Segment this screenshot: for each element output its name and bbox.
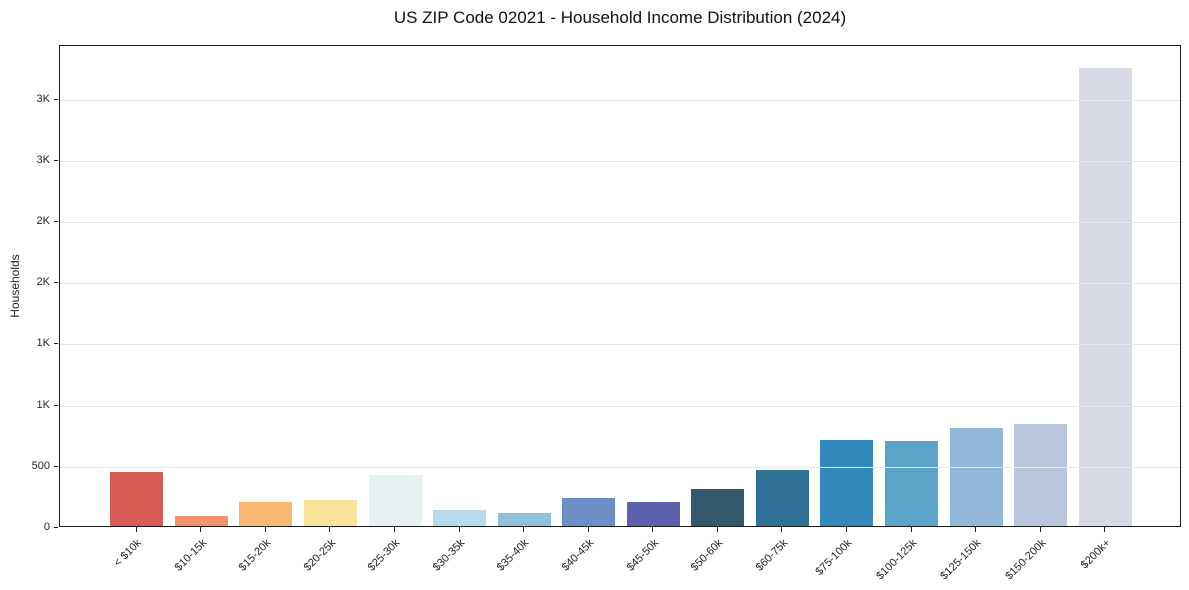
y-tick-label: 3K [36, 92, 50, 105]
bar [110, 472, 164, 526]
gridline [60, 283, 1180, 285]
x-tick-label: $30-35k [430, 537, 468, 574]
chart-title: US ZIP Code 02021 - Household Income Dis… [393, 8, 847, 27]
y-tick-mark [54, 98, 58, 100]
x-tick-label: $100-125k [873, 537, 920, 583]
bar [433, 509, 487, 526]
bar [562, 497, 616, 526]
y-tick-label: 3K [36, 153, 50, 166]
gridline [60, 160, 1180, 162]
x-tick-mark [845, 527, 847, 532]
y-tick-mark [54, 527, 58, 528]
y-tick-label: 1K [36, 337, 50, 350]
x-tick-mark [264, 527, 266, 532]
plot-area [59, 45, 1181, 527]
x-tick-label: $10-15k [172, 537, 209, 574]
x-tick-mark [1039, 527, 1041, 532]
x-tick-mark [523, 527, 525, 532]
gridline [60, 466, 1180, 468]
x-tick-label: < $10k [112, 537, 145, 570]
bar [1078, 68, 1132, 526]
bar [174, 515, 228, 526]
bar [885, 440, 939, 526]
x-tick-label: $75-100k [813, 537, 855, 578]
bar [820, 440, 874, 526]
y-tick-label: 2K [36, 215, 50, 228]
x-tick-label: $60-75k [753, 537, 790, 574]
gridline [60, 344, 1180, 346]
y-tick-mark [54, 221, 58, 223]
x-tick-label: $20-25k [301, 537, 338, 574]
bar [497, 512, 551, 526]
x-tick-mark [394, 527, 396, 532]
y-tick-mark [54, 282, 58, 284]
x-tick-mark [652, 527, 654, 532]
bar [239, 502, 293, 526]
x-tick-label: $15-20k [236, 537, 274, 574]
gridline [60, 405, 1180, 407]
bar [368, 475, 422, 526]
bar [691, 489, 745, 526]
x-tick-mark [458, 527, 460, 532]
y-tick-label: 500 [31, 459, 50, 472]
bar [1014, 424, 1068, 526]
x-tick-label: $150-200k [1002, 537, 1049, 583]
x-tick-mark [716, 527, 718, 532]
gridline [60, 99, 1180, 101]
bar [949, 428, 1003, 526]
y-tick-mark [54, 404, 58, 406]
y-tick-label: 1K [36, 398, 50, 411]
x-tick-label: $25-30k [365, 537, 403, 574]
y-tick-label: 0 [43, 521, 50, 533]
x-tick-mark [975, 527, 977, 532]
y-tick-mark [54, 465, 58, 467]
x-tick-label: $200k+ [1078, 537, 1113, 572]
bar [626, 501, 680, 526]
y-tick-mark [54, 159, 58, 161]
x-tick-label: $35-40k [495, 537, 532, 574]
x-tick-label: $45-50k [624, 537, 661, 574]
x-tick-label: $125-150k [938, 537, 984, 583]
gridline [60, 222, 1180, 224]
bar [303, 500, 357, 526]
x-tick-mark [135, 527, 137, 532]
x-tick-label: $50-60k [688, 537, 726, 574]
x-tick-label: $40-45k [559, 537, 597, 574]
x-tick-mark [910, 527, 912, 532]
x-tick-mark [200, 527, 202, 532]
x-tick-mark [781, 527, 783, 532]
y-tick-label: 2K [36, 276, 50, 289]
bar [755, 469, 809, 526]
x-tick-mark [329, 527, 331, 532]
x-tick-mark [1104, 527, 1106, 532]
y-axis-label: Households [8, 254, 22, 318]
y-tick-mark [54, 343, 58, 345]
x-tick-mark [587, 527, 589, 532]
